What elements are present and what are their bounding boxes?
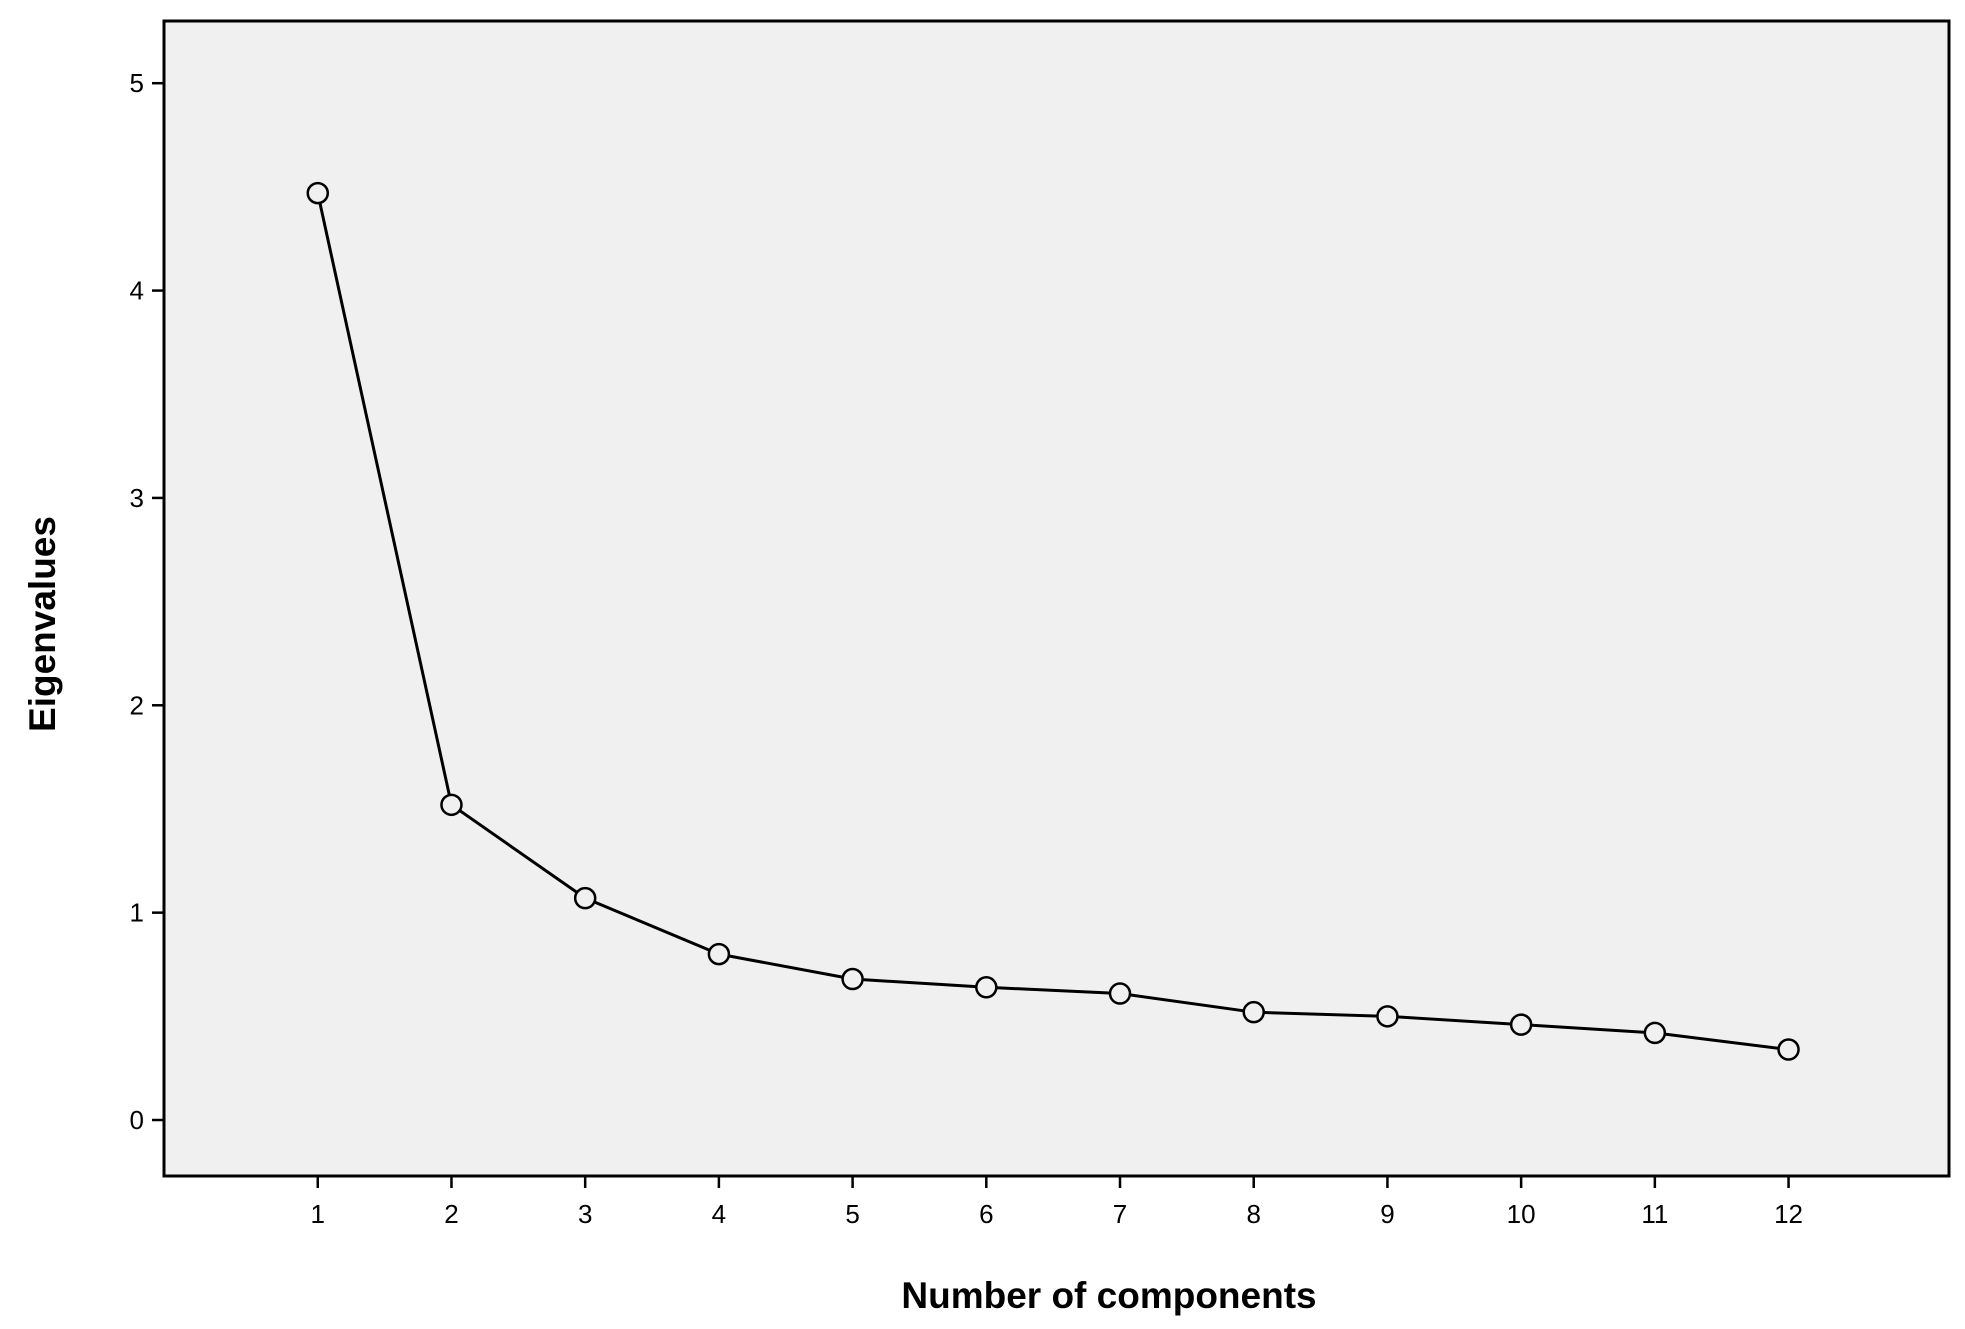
- y-tick-label-2: 2: [130, 690, 144, 720]
- data-point-12: [1777, 1038, 1800, 1061]
- plot-area: [162, 19, 1951, 1178]
- x-tick-label-6: 7: [1113, 1199, 1127, 1229]
- data-point-1: [306, 181, 330, 205]
- x-tick-label-0: 1: [311, 1199, 325, 1229]
- y-tick-label-1: 1: [130, 898, 144, 928]
- x-tick-label-1: 2: [444, 1199, 458, 1229]
- y-tick-label-4: 4: [130, 276, 144, 306]
- data-point-4: [707, 942, 731, 966]
- data-point-10: [1509, 1013, 1533, 1036]
- data-point-8: [1242, 1000, 1265, 1024]
- data-point-11: [1643, 1021, 1667, 1045]
- x-axis: 1 2 3 4 5 6 7 8 9 10 11 12: [311, 1176, 1803, 1229]
- x-tick-label-3: 4: [712, 1199, 726, 1229]
- series-eigenvalues: [306, 181, 1800, 1061]
- data-point-5: [841, 967, 864, 991]
- x-tick-label-4: 5: [845, 1199, 859, 1229]
- data-point-6: [975, 976, 998, 999]
- x-tick-label-11: 12: [1774, 1199, 1803, 1229]
- x-tick-label-7: 8: [1246, 1199, 1260, 1229]
- y-tick-label-5: 5: [130, 68, 144, 98]
- x-tick-label-9: 10: [1507, 1199, 1536, 1229]
- x-axis-title: Number of components: [901, 1275, 1316, 1316]
- data-point-7: [1108, 982, 1132, 1005]
- series-line-0: [316, 192, 1789, 1051]
- y-tick-label-0: 0: [130, 1105, 144, 1135]
- y-axis: 0 1 2 3 4 5: [130, 68, 164, 1135]
- y-axis-title: Eigenvalues: [22, 516, 63, 732]
- data-point-9: [1376, 1005, 1399, 1028]
- x-tick-label-5: 6: [979, 1199, 993, 1229]
- x-tick-label-2: 3: [578, 1199, 592, 1229]
- x-tick-label-8: 9: [1380, 1199, 1394, 1229]
- data-point-2: [440, 793, 463, 817]
- data-point-3: [573, 886, 597, 910]
- x-tick-label-10: 11: [1641, 1199, 1668, 1229]
- y-tick-label-3: 3: [130, 483, 144, 513]
